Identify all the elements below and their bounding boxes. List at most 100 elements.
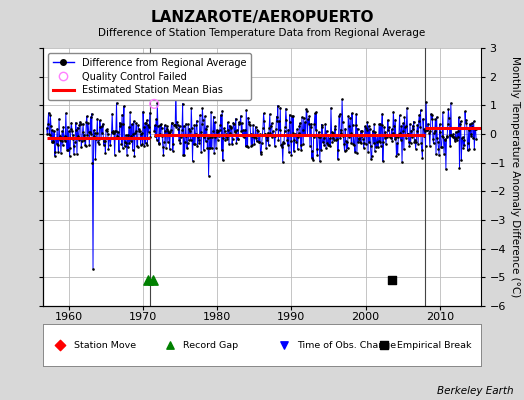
- Point: [460, 137, 468, 144]
- Point: [402, 123, 410, 130]
- Point: [74, 132, 82, 139]
- Point: [298, 127, 307, 133]
- Point: [112, 128, 120, 134]
- Point: [119, 121, 127, 128]
- Point: [287, 138, 295, 144]
- Point: [422, 126, 431, 133]
- Point: [242, 143, 250, 150]
- Point: [342, 146, 351, 153]
- Point: [314, 129, 323, 135]
- Text: 2010: 2010: [425, 312, 454, 322]
- Point: [403, 105, 411, 111]
- Point: [45, 131, 53, 138]
- Point: [367, 155, 375, 162]
- Point: [236, 112, 245, 119]
- Point: [355, 136, 364, 142]
- Point: [399, 120, 408, 126]
- Point: [174, 137, 183, 144]
- Point: [343, 145, 352, 152]
- Point: [331, 126, 339, 132]
- Point: [370, 121, 378, 127]
- Point: [302, 106, 310, 112]
- Point: [187, 137, 195, 144]
- Point: [458, 134, 467, 140]
- Point: [252, 123, 260, 130]
- Point: [171, 122, 179, 128]
- Point: [315, 134, 323, 140]
- Point: [84, 129, 93, 135]
- Point: [64, 147, 72, 153]
- Point: [347, 140, 356, 146]
- Point: [133, 144, 141, 150]
- Point: [373, 132, 381, 138]
- Point: [116, 123, 124, 130]
- Point: [433, 135, 441, 142]
- Point: [472, 136, 481, 142]
- Point: [380, 135, 389, 141]
- Text: 1980: 1980: [203, 312, 232, 322]
- Point: [236, 120, 244, 126]
- Point: [118, 112, 126, 118]
- Point: [404, 131, 412, 137]
- Point: [74, 136, 83, 143]
- Point: [144, 122, 152, 128]
- Point: [204, 172, 213, 179]
- Point: [363, 127, 371, 134]
- Point: [193, 143, 202, 149]
- Point: [442, 133, 451, 139]
- Point: [468, 124, 477, 130]
- Point: [128, 147, 137, 154]
- Point: [342, 138, 350, 144]
- Point: [65, 128, 73, 135]
- Point: [443, 134, 451, 140]
- Point: [415, 112, 423, 118]
- Point: [261, 131, 270, 138]
- Point: [101, 150, 110, 156]
- Point: [138, 141, 147, 147]
- Point: [269, 128, 277, 134]
- Point: [63, 123, 72, 130]
- Point: [303, 131, 312, 138]
- Point: [395, 130, 403, 137]
- Point: [280, 128, 289, 134]
- Point: [358, 133, 367, 139]
- Point: [312, 109, 320, 115]
- Point: [177, 134, 185, 140]
- Point: [309, 157, 317, 163]
- Point: [70, 151, 78, 158]
- Point: [70, 142, 79, 149]
- Point: [143, 142, 151, 148]
- Point: [372, 129, 380, 136]
- Point: [103, 128, 112, 135]
- Point: [386, 134, 395, 140]
- Point: [187, 105, 195, 111]
- Point: [183, 145, 191, 152]
- Point: [231, 128, 239, 134]
- Point: [100, 138, 108, 144]
- Text: Difference of Station Temperature Data from Regional Average: Difference of Station Temperature Data f…: [99, 28, 425, 38]
- Point: [206, 144, 215, 151]
- Point: [142, 120, 150, 126]
- Point: [344, 113, 353, 119]
- Point: [107, 135, 115, 142]
- Point: [87, 131, 95, 138]
- Point: [86, 129, 94, 135]
- Point: [335, 113, 343, 119]
- Point: [260, 131, 269, 138]
- Text: Berkeley Earth: Berkeley Earth: [437, 386, 514, 396]
- Point: [93, 129, 101, 136]
- Point: [238, 120, 246, 126]
- Point: [186, 128, 194, 134]
- Point: [46, 112, 54, 118]
- Point: [341, 148, 349, 154]
- Point: [56, 132, 64, 139]
- Point: [434, 139, 442, 145]
- Point: [315, 158, 324, 164]
- Point: [389, 130, 397, 136]
- Point: [67, 120, 75, 126]
- Point: [321, 121, 330, 127]
- Point: [106, 142, 115, 148]
- Point: [353, 126, 362, 132]
- Point: [366, 125, 374, 132]
- Point: [228, 141, 236, 147]
